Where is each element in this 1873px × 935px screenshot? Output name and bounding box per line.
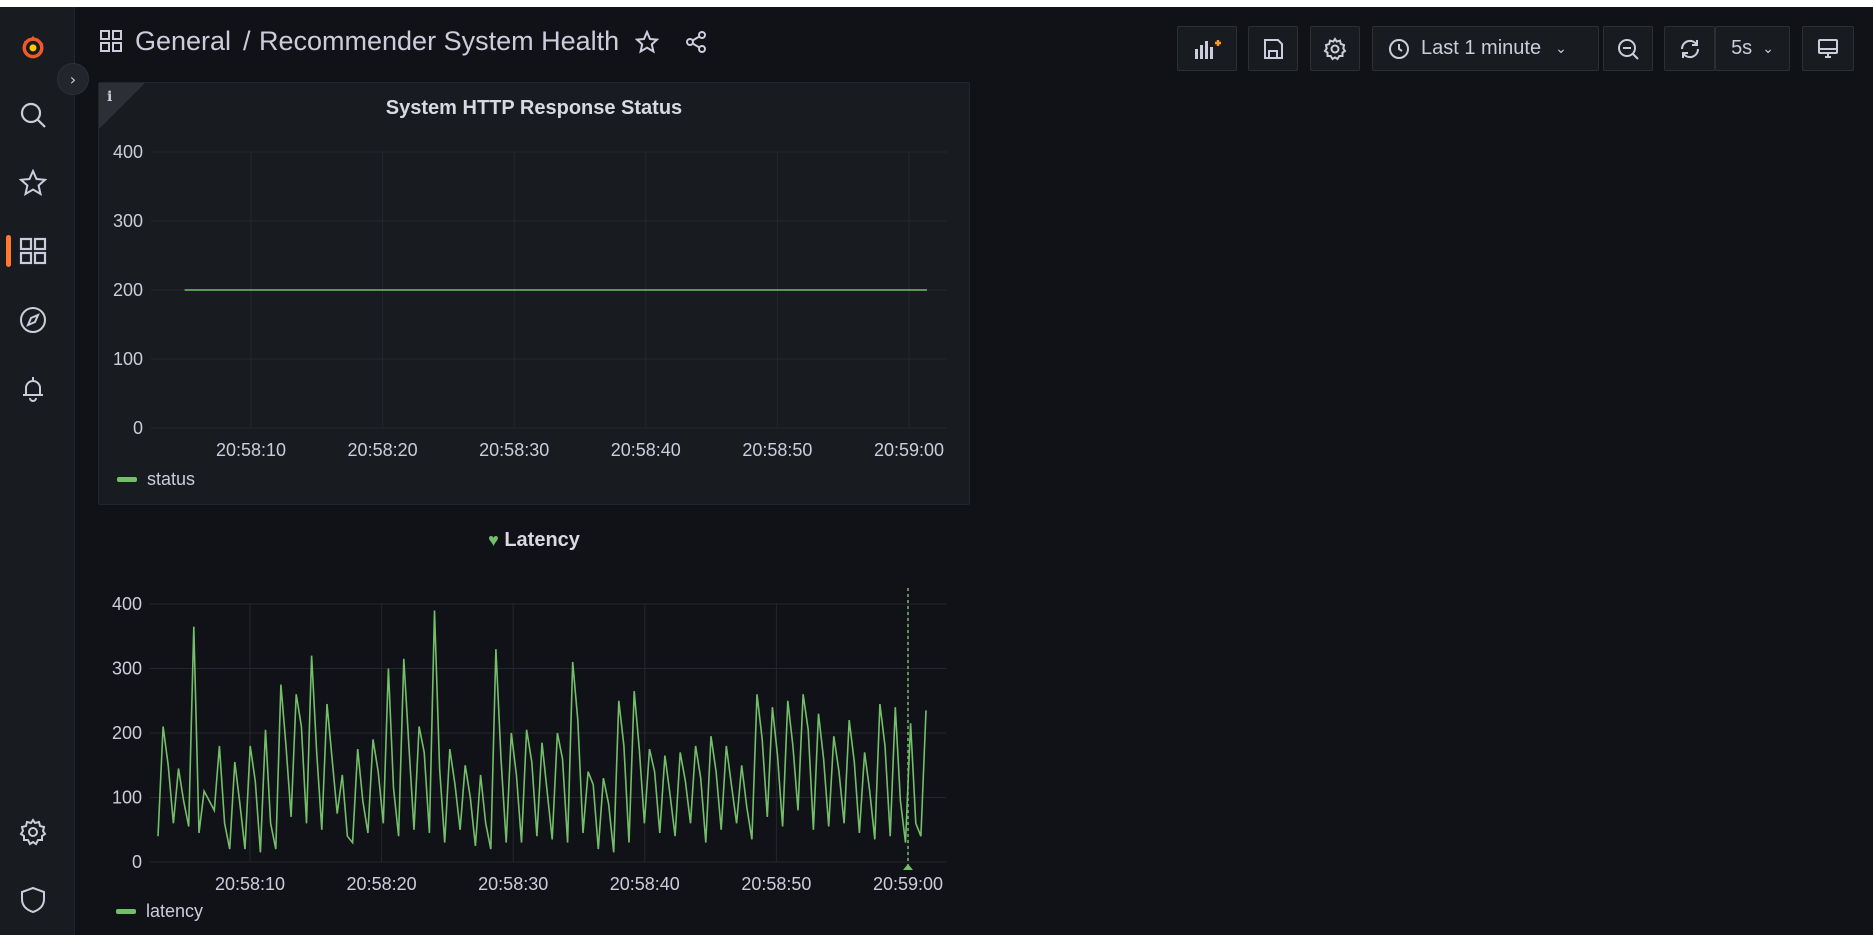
x-tick-label: 20:58:10 — [216, 440, 286, 460]
x-tick-label: 20:58:50 — [742, 440, 812, 460]
y-tick-label: 0 — [133, 418, 143, 438]
clock-icon — [1389, 38, 1409, 59]
y-tick-label: 200 — [113, 280, 143, 300]
y-tick-label: 300 — [112, 659, 142, 679]
y-tick-label: 400 — [113, 142, 143, 162]
star-dashboard-icon[interactable] — [634, 29, 660, 54]
save-dashboard-button[interactable] — [1248, 26, 1298, 71]
breadcrumb-separator: / — [243, 26, 251, 56]
legend-swatch — [117, 477, 137, 482]
star-icon[interactable] — [17, 167, 49, 199]
x-tick-label: 20:58:30 — [479, 440, 549, 460]
series-line-latency — [157, 610, 927, 853]
status-chart: 0 100 200 300 400 20:58:10 20:58:20 20:58:30 20:… — [113, 142, 947, 460]
explore-icon[interactable] — [17, 304, 49, 336]
y-tick-label: 100 — [113, 349, 143, 369]
x-tick-label: 20:58:20 — [347, 874, 417, 894]
zoom-out-button[interactable] — [1603, 26, 1653, 71]
chevron-down-icon: ⌄ — [1762, 40, 1774, 57]
tv-mode-button[interactable] — [1802, 26, 1854, 71]
heart-health-icon: ♥ — [488, 530, 499, 550]
latency-panel[interactable]: ♥ Latency 0 100 200 300 400 20:58:10 20:58:20 2… — [98, 516, 970, 935]
time-range-label: Last 1 minute — [1421, 37, 1542, 59]
legend-label: latency — [146, 901, 204, 921]
x-tick-label: 20:58:30 — [478, 874, 548, 894]
x-tick-label: 20:58:50 — [741, 874, 811, 894]
search-icon[interactable] — [17, 99, 49, 131]
sidebar — [0, 7, 75, 935]
window-top-strip — [0, 0, 1873, 7]
dashboard-grid-icon — [99, 29, 123, 53]
x-tick-label: 20:58:40 — [610, 874, 680, 894]
y-tick-label: 0 — [132, 852, 142, 872]
status-panel[interactable]: i System HTTP Response Status 0 100 200 300… — [98, 82, 970, 505]
x-tick-label: 20:58:10 — [215, 874, 285, 894]
panel-title[interactable]: System HTTP Response Status — [385, 97, 683, 119]
y-tick-label: 100 — [112, 788, 142, 808]
y-tick-label: 400 — [112, 594, 142, 614]
dashboard-header: General / Recommender System Health Last… — [75, 7, 1873, 75]
grafana-logo-icon[interactable] — [17, 31, 49, 63]
legend-swatch — [116, 909, 136, 914]
dashboard-settings-button[interactable] — [1310, 26, 1360, 71]
info-icon[interactable]: i — [107, 89, 113, 105]
refresh-interval-label: 5s — [1731, 37, 1753, 59]
x-tick-label: 20:59:00 — [873, 874, 943, 894]
panel-title-wrapper: ♥ Latency — [98, 529, 970, 552]
dashboards-icon[interactable] — [17, 235, 49, 267]
settings-gear-icon[interactable] — [17, 816, 49, 848]
legend-item[interactable]: status — [117, 469, 195, 490]
active-indicator — [6, 235, 11, 267]
refresh-icon — [1680, 39, 1699, 58]
chevron-down-icon: ⌄ — [1555, 40, 1567, 57]
x-tick-label: 20:58:20 — [348, 440, 418, 460]
shield-icon[interactable] — [17, 884, 49, 916]
y-tick-label: 200 — [112, 723, 142, 743]
panel-info-corner[interactable] — [99, 83, 145, 129]
save-icon — [1264, 38, 1283, 59]
breadcrumb-folder[interactable]: General — [135, 26, 232, 56]
x-tick-label: 20:59:00 — [874, 440, 944, 460]
y-tick-label: 300 — [113, 211, 143, 231]
panel-title[interactable]: Latency — [504, 529, 580, 551]
legend-label: status — [147, 469, 196, 489]
cursor-marker-triangle — [903, 864, 913, 870]
add-panel-button[interactable] — [1177, 26, 1237, 71]
time-range-picker[interactable]: Last 1 minute ⌄ — [1372, 26, 1599, 71]
legend-item[interactable]: latency — [116, 901, 203, 922]
add-panel-icon — [1195, 39, 1221, 59]
refresh-interval-picker[interactable]: 5s ⌄ — [1715, 26, 1790, 71]
dashboard-title[interactable]: Recommender System Health — [259, 26, 620, 56]
monitor-icon — [1818, 38, 1838, 58]
zoom-out-icon — [1618, 38, 1639, 60]
refresh-button[interactable] — [1664, 26, 1715, 71]
expand-sidebar-button[interactable]: › — [57, 63, 89, 95]
share-icon[interactable] — [684, 30, 708, 54]
alerting-bell-icon[interactable] — [17, 373, 49, 405]
gear-icon — [1323, 36, 1347, 60]
latency-chart: 0 100 200 300 400 20:58:10 20:58:20 20:58:30 20:… — [112, 588, 946, 894]
x-tick-label: 20:58:40 — [611, 440, 681, 460]
